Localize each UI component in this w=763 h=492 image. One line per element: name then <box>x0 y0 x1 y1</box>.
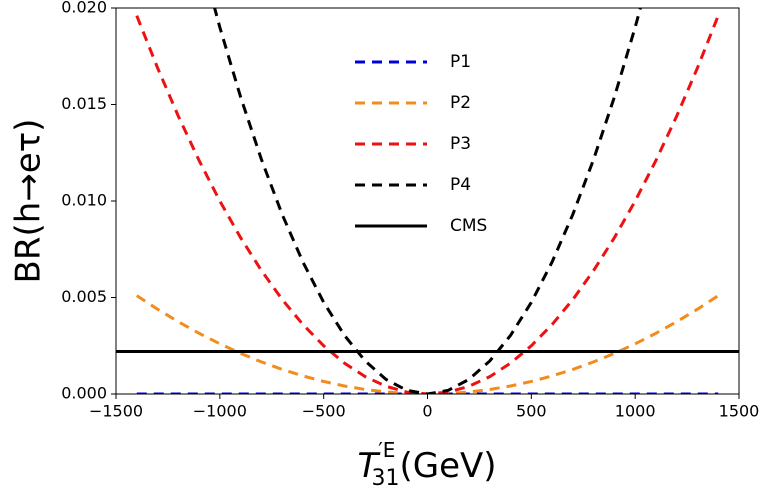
series-line <box>135 294 720 394</box>
plot-frame <box>115 7 740 395</box>
y-tick-label: 0.015 <box>61 94 107 113</box>
x-tick-label: 1000 <box>615 402 656 421</box>
y-tick-label: 0.010 <box>61 191 107 210</box>
series-line <box>135 15 720 394</box>
x-label-unit: (GeV) <box>399 446 496 486</box>
legend-label: CMS <box>450 216 487 236</box>
x-tick-label: −1000 <box>193 402 247 421</box>
x-label-symbol: T <box>357 446 380 486</box>
x-tick-label: −1500 <box>89 402 143 421</box>
y-tick-label: 0.020 <box>61 0 107 17</box>
legend-label: P3 <box>450 134 471 154</box>
legend-label: P4 <box>450 175 471 195</box>
legend-label: P2 <box>450 93 471 113</box>
y-axis-label: BR(h→eτ) <box>9 119 49 284</box>
x-tick-label: 500 <box>516 402 547 421</box>
x-tick-label: 0 <box>422 402 432 421</box>
legend-label: P1 <box>450 52 471 72</box>
y-tick-label: 0.000 <box>61 384 107 403</box>
x-tick-label: −500 <box>302 402 346 421</box>
series-line <box>213 8 642 394</box>
x-axis-label: T′E 31(GeV) <box>357 438 496 492</box>
plot-area <box>116 8 739 394</box>
x-label-subscript: 31 <box>371 466 399 491</box>
x-label-superscript: ′E <box>378 438 395 462</box>
x-tick-label: 1500 <box>719 402 760 421</box>
y-tick-label: 0.005 <box>61 287 107 306</box>
